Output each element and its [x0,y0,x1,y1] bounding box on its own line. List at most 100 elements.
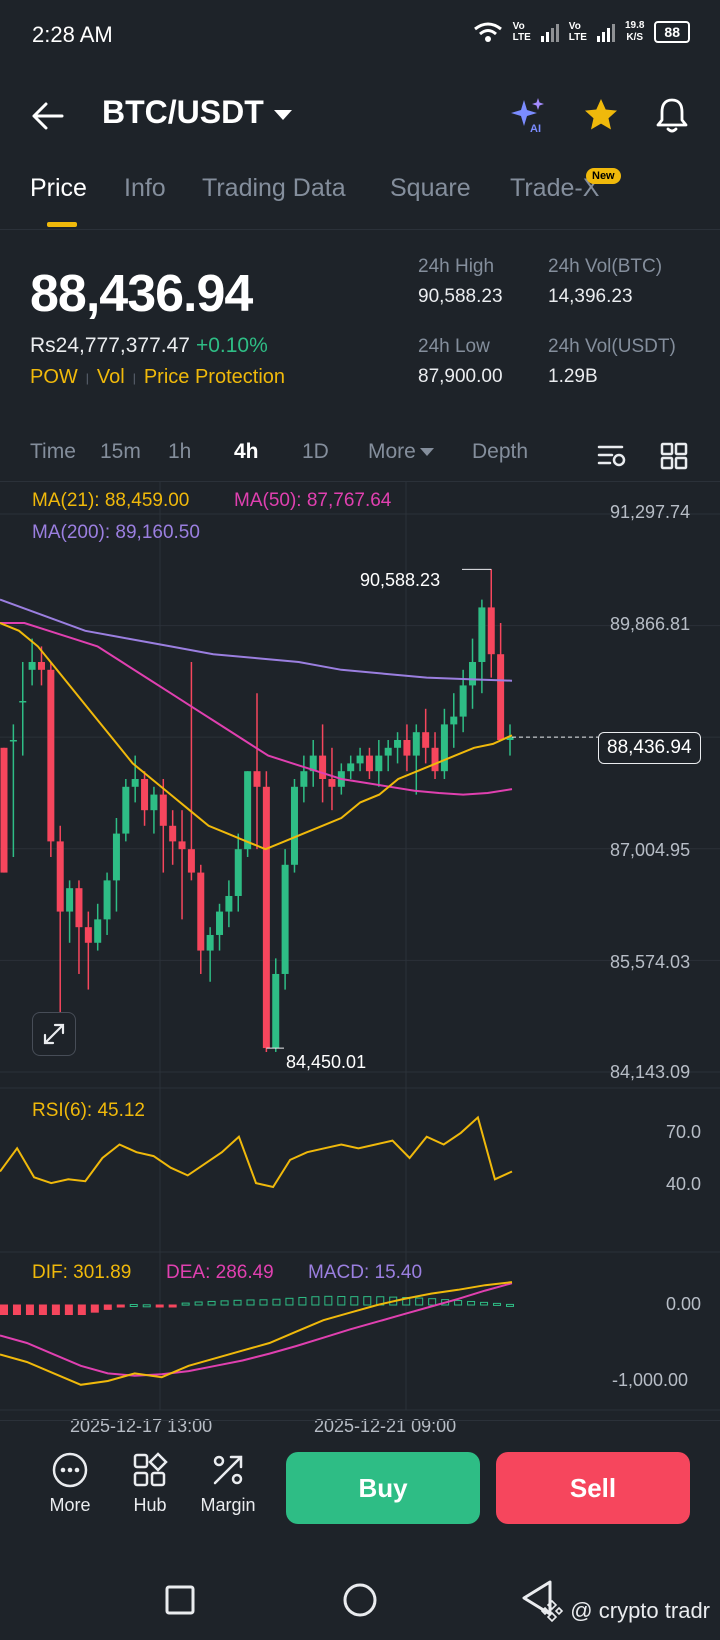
back-triangle-icon[interactable] [520,1578,554,1618]
candle-body [469,662,477,686]
interval-depth[interactable]: Depth [472,440,529,463]
candle-body [262,786,270,1049]
candle-body [459,685,467,717]
macd-histogram-bar [0,1304,8,1315]
macd-histogram-bar [259,1299,268,1306]
binance-logo-icon [541,1599,564,1623]
tab-price[interactable]: Price [30,174,87,202]
macd-histogram-bar [25,1304,34,1315]
tab-square[interactable]: Square [390,174,471,202]
y-axis-tick: 91,297.74 [610,502,691,522]
hub-label: Hub [133,1495,167,1515]
indicator-settings-icon[interactable] [596,442,628,470]
battery-icon: 88 [654,21,690,43]
candle-body [309,755,317,772]
candle-body [290,786,298,865]
candle-body [253,771,261,787]
macd-histogram-bar [298,1296,307,1306]
new-badge: New [586,168,621,184]
ma50-line [0,622,513,796]
ai-sparkle-icon[interactable]: AI [510,96,548,134]
watermark-text: @ crypto tradr [570,1598,710,1623]
ma50-label: MA(50): 87,767.64 [234,490,392,511]
hub-icon [133,1452,168,1487]
candle-body [281,864,289,974]
sell-button[interactable]: Sell [496,1452,690,1524]
bottom-action-bar: More Hub Margin [0,1420,720,1530]
macd-histogram-bar [38,1304,47,1315]
macd-histogram-bar [311,1296,320,1306]
buy-button[interactable]: Buy [286,1452,480,1524]
candle-body [187,849,195,873]
tag-pow[interactable]: POW [30,366,78,388]
dea-label: DEA: 286.49 [166,1262,274,1283]
grid-layout-icon[interactable] [660,442,688,470]
price-tags: POW | Vol | Price Protection [30,366,285,389]
stat-value: 14,396.23 [548,286,633,307]
macd-histogram-bar [337,1296,346,1306]
expand-chart-button[interactable] [32,1012,76,1056]
tab-trading-data[interactable]: Trading Data [202,174,346,202]
bell-icon[interactable] [654,96,690,134]
candle-body [103,880,111,920]
tab-trade-x[interactable]: Trade-X [510,174,600,202]
margin-button[interactable]: Margin [196,1451,260,1516]
network-speed: 19.8 K/S [624,20,645,43]
y-axis-tick: 84,143.09 [610,1062,691,1082]
candle-body [272,973,280,1049]
macd-histogram-bar [12,1304,21,1315]
macd-histogram-bar [181,1302,190,1306]
candle-body [319,755,327,779]
candle-body [94,919,102,943]
candle-body [9,739,17,742]
price-change: +0.10% [195,334,268,357]
macd-tick: -1,000.00 [612,1370,689,1390]
macd-histogram-bar [233,1299,242,1306]
ma200-line [0,598,513,682]
tag-price-protection[interactable]: Price Protection [143,366,286,388]
stat-24h-vol-btc: 24h Vol(BTC) 14,396.23 [548,256,662,308]
macd-histogram-bar [350,1296,359,1306]
tab-info[interactable]: Info [124,174,166,202]
ma200-label: MA(200): 89,160.50 [32,522,200,543]
more-button[interactable]: More [38,1451,102,1516]
candle-body [422,732,430,748]
tag-separator: | [85,370,89,385]
macd-histogram-bar [246,1299,255,1306]
recent-apps-icon[interactable] [164,1584,196,1616]
x-axis-tick: 2025-12-17 13:00 [70,1416,213,1436]
home-icon[interactable] [342,1582,378,1618]
interval-4h[interactable]: 4h [234,440,259,463]
candle-body [37,662,45,670]
lte-indicator-2: Vo LTE [568,21,587,43]
macd-histogram-bar [454,1300,463,1306]
candle-body [56,841,64,912]
tab-bar: Price Info Trading Data Square Trade-X [0,160,720,230]
candle-body [84,927,92,943]
tag-vol[interactable]: Vol [96,366,125,388]
macd-histogram-bar [103,1304,112,1310]
candle-body [300,771,308,787]
interval-more[interactable]: More [368,440,434,464]
status-time: 2:28 AM [32,22,113,47]
candle-body [506,736,514,740]
interval-15m[interactable]: 15m [100,440,141,463]
star-icon[interactable] [582,96,620,134]
stat-label: 24h Vol(BTC) [548,256,663,277]
back-arrow-icon[interactable] [30,100,64,132]
pair-selector[interactable]: BTC/USDT [102,94,292,131]
ma21-label: MA(21): 88,459.00 [32,490,190,511]
interval-1h[interactable]: 1h [168,440,192,463]
hub-button[interactable]: Hub [118,1451,182,1516]
price-chart[interactable] [0,482,720,1420]
candle-body [122,786,130,834]
macd-histogram-bar [194,1301,203,1306]
macd-histogram-bar [116,1304,125,1308]
candle-body [403,739,411,756]
interval-1d[interactable]: 1D [302,440,329,463]
interval-time[interactable]: Time [30,440,76,463]
candle-body [365,755,373,772]
macd-histogram-bar [168,1304,177,1308]
candle-body [131,778,139,787]
candle-body [244,771,252,850]
